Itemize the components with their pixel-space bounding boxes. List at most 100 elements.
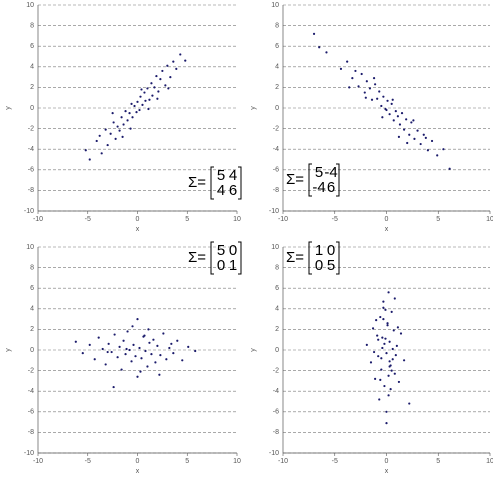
point [391,347,394,351]
point [385,422,388,425]
x-axis-label: x [136,226,140,233]
point [113,333,116,336]
point [405,118,408,121]
point [390,310,393,313]
point [436,154,439,157]
point [153,86,156,89]
point [176,339,179,342]
point [387,394,390,397]
point [402,359,406,362]
y-tick-label: -10 [269,208,279,215]
point [379,378,382,381]
point [389,388,392,391]
point [159,354,162,357]
point [382,95,385,98]
x-tick-label: -10 [33,216,43,223]
point [384,308,387,311]
point [167,87,170,90]
x-tick-label: 5 [436,458,440,465]
matrix-entry: -4 [312,179,325,196]
point [388,113,391,116]
point [380,104,383,108]
y-axis-label: y [5,348,12,352]
point [376,334,379,337]
point [161,69,164,73]
point [394,109,397,113]
point [134,355,137,358]
point [148,341,151,344]
point [394,354,397,357]
point [380,368,383,371]
point [169,76,172,79]
y-tick-label: -2 [28,125,34,132]
point [97,336,100,339]
x-tick-label: 0 [385,216,389,223]
point [125,347,128,351]
point [397,135,401,138]
point [371,327,375,330]
y-axis-label: y [5,106,12,110]
point [384,337,387,340]
matrix-entry: 0 [327,242,335,259]
point [416,129,419,132]
point [101,347,104,351]
y-tick-label: -8 [28,429,34,436]
point [386,324,389,327]
point [374,83,377,86]
point [382,300,385,303]
y-tick-label: -4 [273,388,279,395]
matrix-entry: 4 [217,182,225,199]
point [124,353,127,356]
point [88,158,91,161]
point [136,375,139,378]
point [179,53,182,56]
point [396,115,399,118]
point [184,59,187,62]
point [154,361,157,364]
y-tick-label: -6 [28,167,34,174]
y-tick-label: -4 [28,388,34,395]
y-tick-label: -10 [269,450,279,457]
point [412,119,415,122]
point [112,385,115,389]
point [406,141,409,145]
point [397,380,401,384]
point [348,86,351,89]
y-tick-label: 2 [30,326,34,333]
y-tick-label: -8 [28,187,34,194]
point [155,74,158,78]
point [375,319,378,322]
point [354,69,357,73]
point [121,135,124,138]
x-tick-label: 10 [486,216,493,223]
point [84,149,87,152]
point [194,349,197,353]
point [377,338,380,341]
point [388,365,391,368]
point [388,360,391,363]
point [147,107,150,111]
point [170,342,173,345]
point [139,370,142,373]
y-tick-label: 6 [30,43,34,50]
point [181,359,184,362]
point [131,116,134,119]
point [399,332,403,335]
point [372,350,376,354]
x-tick-label: -10 [278,458,288,465]
point [387,374,390,377]
point [390,369,393,372]
point [398,123,402,126]
y-tick-label: -10 [24,450,34,457]
point [141,103,144,107]
point [116,125,119,128]
point [393,297,396,300]
point [118,345,121,349]
point [128,112,131,115]
point [106,143,109,147]
y-tick-label: 10 [271,2,279,9]
y-tick-label: 8 [275,22,279,29]
